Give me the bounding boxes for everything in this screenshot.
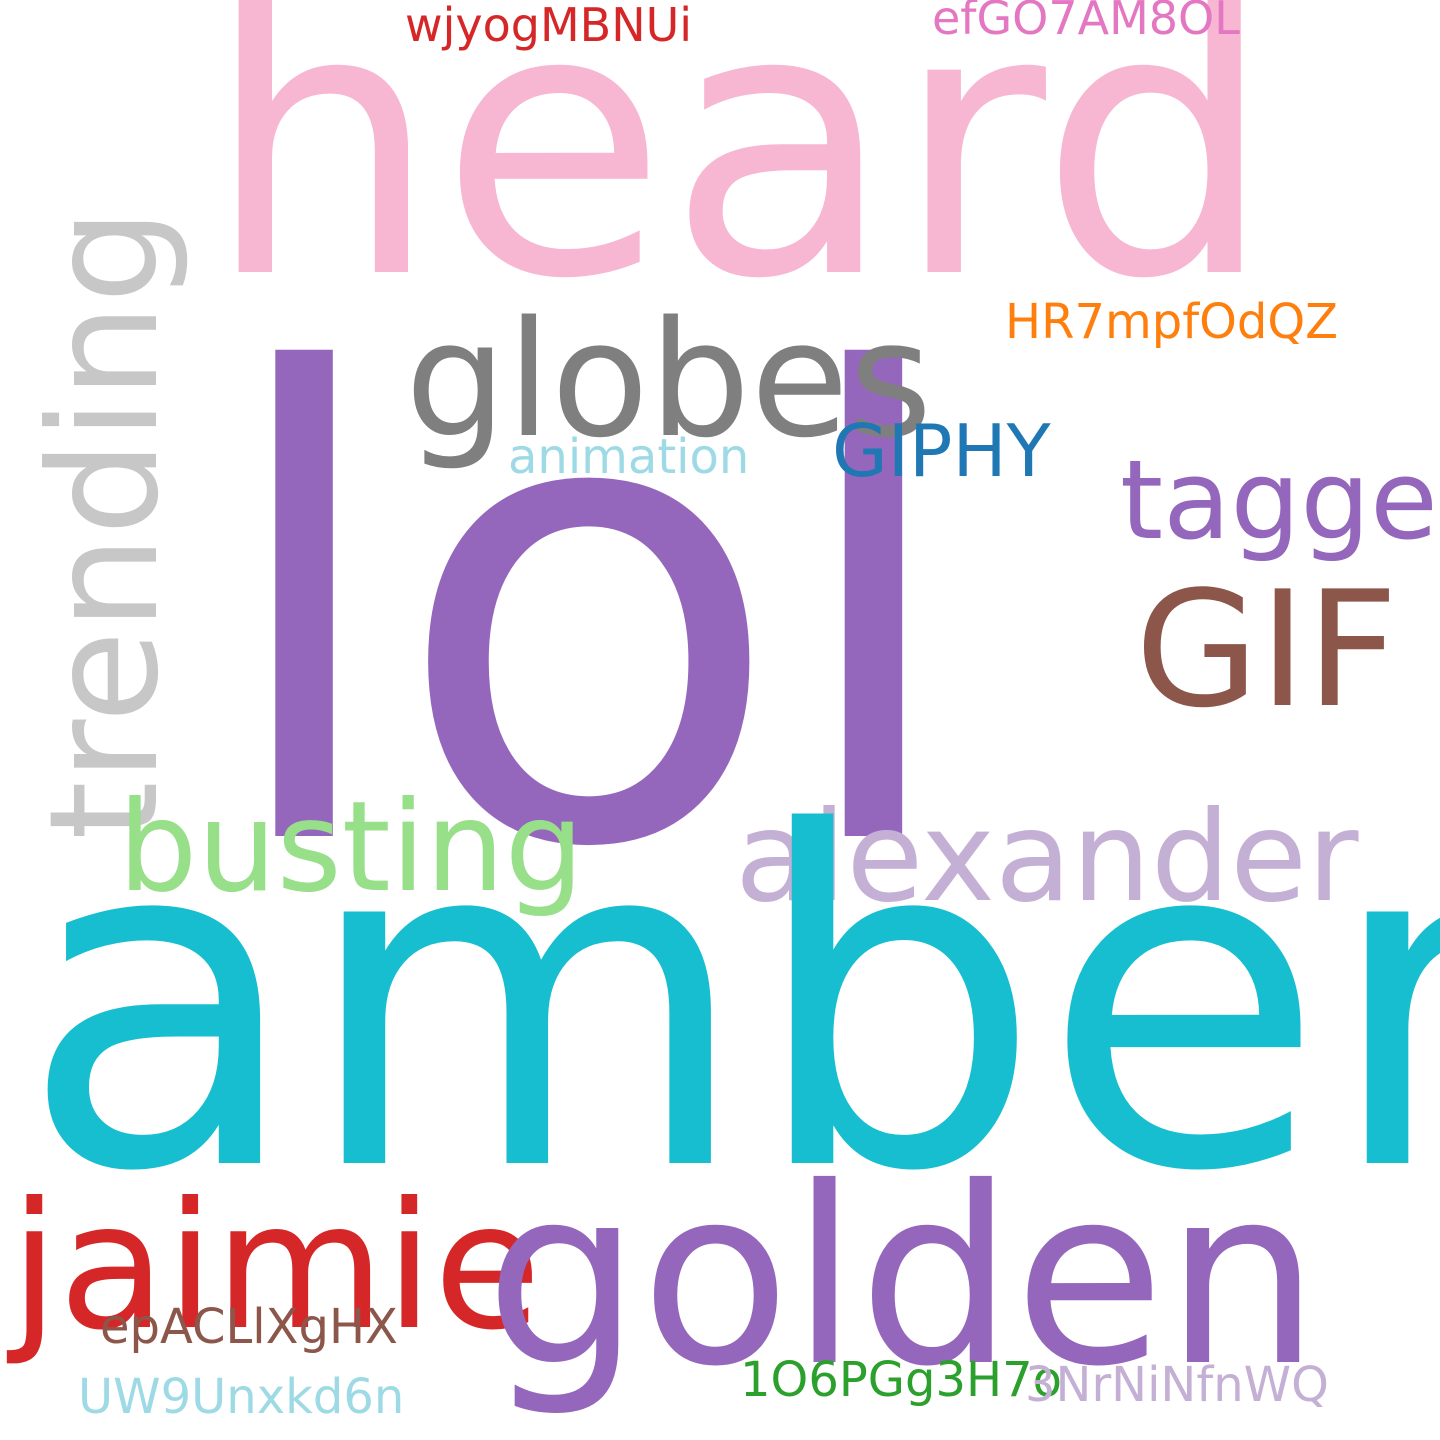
word-amber: amber (20, 737, 1440, 1272)
word-golden: golden (485, 1135, 1321, 1420)
word-lol: lol (215, 242, 963, 987)
word-jaimie: jaimie (10, 1166, 542, 1369)
word-globes: globes (405, 286, 933, 473)
word-busting: busting (118, 775, 585, 920)
word-alexander: alexander (735, 785, 1359, 930)
word-1o6pgg3h7o: 1O6PGg3H7o (740, 1352, 1063, 1408)
word-hr7mpfodqz: HR7mpfOdQZ (1005, 294, 1339, 350)
word-epacllxghx: epACLlXgHX (100, 1299, 398, 1355)
word-uw9unxkd6n: UW9Unxkd6n (78, 1369, 405, 1425)
word-tagged: tagged (1120, 436, 1440, 564)
word-giphy: GIPHY (832, 409, 1051, 493)
word-wjyogmbnui: wjyogMBNUi (405, 0, 693, 52)
word-gif: GIF (1135, 556, 1399, 743)
word-efgo7am8ol: efGO7AM8OL (932, 0, 1240, 45)
word-animation: animation (508, 429, 750, 485)
word-heard: heard (205, 0, 1275, 360)
word-3nrninfnwq: 3NrNiNfnWQ (1025, 1357, 1329, 1413)
